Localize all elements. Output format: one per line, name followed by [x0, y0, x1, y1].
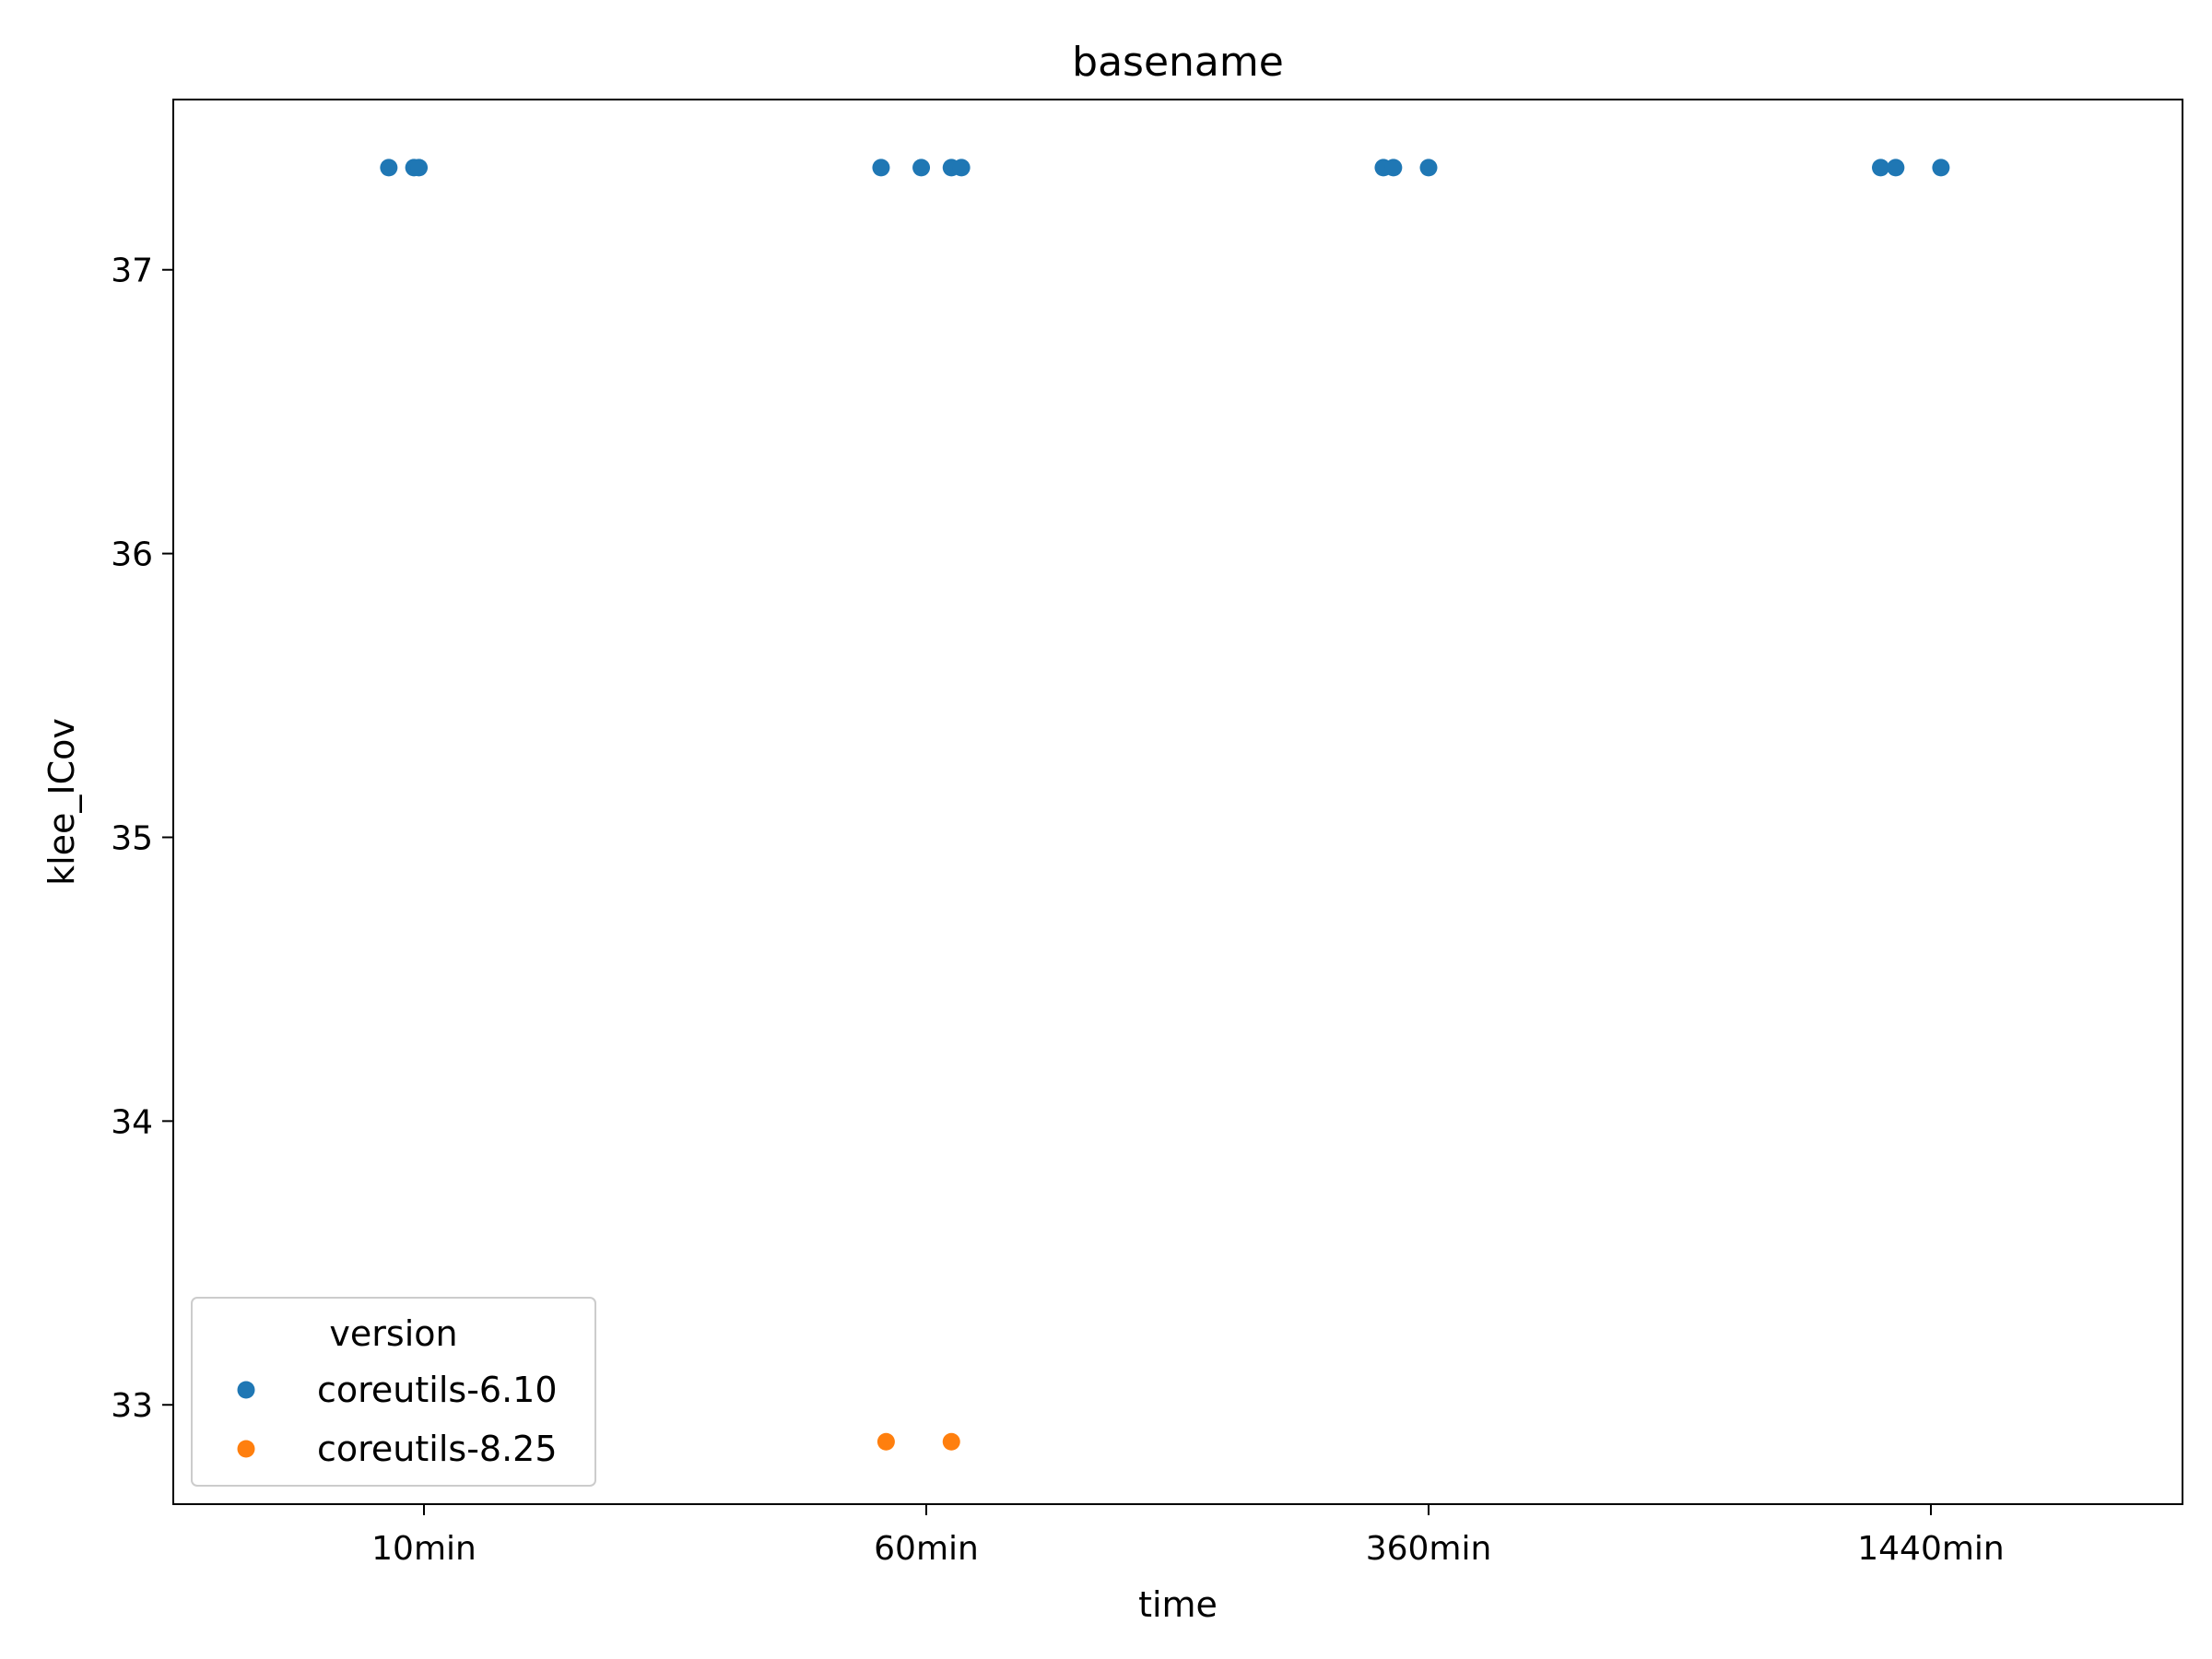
- y-tick-label-4: 37: [111, 253, 153, 290]
- legend-entries: coreutils-6.10 coreutils-8.25: [237, 1370, 558, 1469]
- y-axis-ticks: 33 34 35 36 37: [111, 253, 173, 1425]
- data-point-series-0-9: [1419, 159, 1438, 177]
- data-point-series-0-6: [952, 159, 971, 177]
- legend-marker-1: [237, 1440, 255, 1458]
- x-axis-label: time: [1138, 1584, 1218, 1625]
- legend-title: version: [329, 1313, 457, 1354]
- plot-frame: [172, 99, 2183, 1505]
- chart-title: basename: [1072, 39, 1284, 86]
- y-axis-label: klee_ICov: [41, 718, 82, 886]
- data-point-series-0-3: [872, 159, 890, 177]
- data-points: [380, 159, 1950, 1451]
- y-tick-label-1: 34: [111, 1103, 153, 1141]
- data-point-series-0-11: [1887, 159, 1905, 177]
- legend-frame: [191, 1297, 596, 1487]
- x-tick-label-0: 10min: [371, 1530, 477, 1568]
- y-tick-label-3: 36: [111, 536, 153, 574]
- data-point-series-0-8: [1384, 159, 1403, 177]
- legend-label-1: coreutils-8.25: [317, 1429, 558, 1469]
- data-point-series-0-0: [380, 159, 398, 177]
- data-point-series-0-12: [1932, 159, 1950, 177]
- data-point-series-0-2: [410, 159, 429, 177]
- legend-label-0: coreutils-6.10: [317, 1370, 558, 1410]
- legend-marker-0: [237, 1381, 255, 1399]
- x-tick-label-2: 360min: [1366, 1530, 1492, 1568]
- data-point-series-0-10: [1872, 159, 1889, 177]
- legend: version coreutils-6.10 coreutils-8.25: [191, 1297, 596, 1487]
- y-tick-label-0: 33: [111, 1387, 153, 1425]
- data-point-series-1-0: [877, 1432, 895, 1451]
- x-tick-label-3: 1440min: [1857, 1530, 2005, 1568]
- x-axis-ticks: 10min 60min 360min 1440min: [371, 1504, 2005, 1568]
- x-tick-label-1: 60min: [874, 1530, 979, 1568]
- data-point-series-1-1: [942, 1432, 960, 1451]
- y-tick-label-2: 35: [111, 819, 153, 857]
- data-point-series-0-4: [912, 159, 931, 177]
